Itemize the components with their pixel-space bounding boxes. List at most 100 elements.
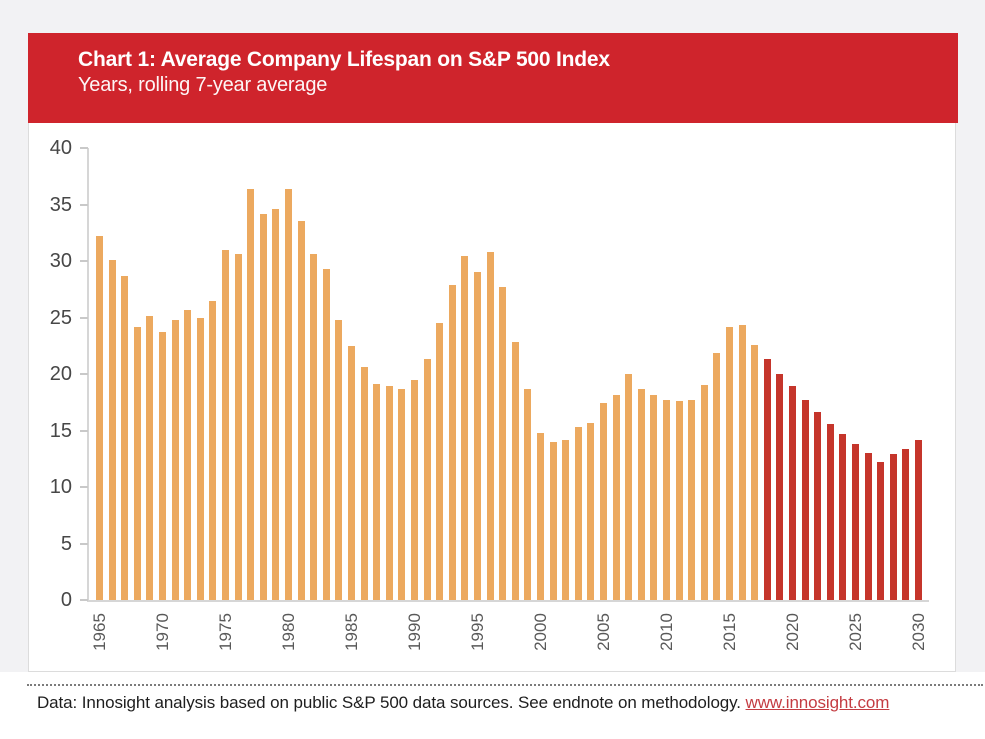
bar [700, 385, 708, 600]
bar [688, 399, 696, 600]
bar [574, 427, 582, 600]
y-axis-tick [80, 429, 88, 432]
bar [259, 213, 267, 600]
bar [184, 309, 192, 600]
bar [915, 439, 922, 600]
y-axis-line [87, 148, 89, 600]
x-axis-label: 1980 [278, 613, 298, 651]
bar [839, 433, 847, 600]
x-axis-label: 1990 [404, 613, 424, 651]
bar [461, 256, 469, 600]
bar [587, 422, 595, 600]
bar [486, 251, 494, 600]
bar [247, 188, 255, 600]
x-axis-label: 1975 [215, 613, 235, 651]
bar [889, 454, 897, 600]
dotted-separator [27, 684, 983, 686]
x-axis-label: 2020 [782, 613, 802, 651]
bar [511, 342, 519, 600]
bar [524, 388, 532, 600]
bar [801, 399, 809, 600]
y-axis-label: 30 [49, 250, 72, 272]
bar [549, 441, 557, 600]
bar [360, 367, 368, 600]
y-axis-tick [80, 542, 88, 545]
bar [852, 444, 859, 600]
y-axis-label: 15 [49, 419, 72, 442]
bar [348, 345, 355, 600]
bar [726, 326, 733, 600]
bar [322, 268, 330, 600]
bar [222, 249, 229, 600]
x-axis-label: 2030 [908, 613, 928, 651]
bar [133, 326, 141, 600]
y-axis-tick [80, 203, 88, 206]
x-axis-label: 1970 [152, 613, 172, 651]
bar [751, 344, 759, 600]
bar [877, 462, 885, 600]
y-axis-label: 20 [49, 363, 72, 385]
y-axis-tick [80, 260, 88, 262]
bar [171, 319, 179, 600]
bar [209, 300, 217, 600]
bar [675, 401, 683, 600]
y-axis-tick [80, 486, 88, 488]
bar [423, 359, 431, 600]
y-axis-label: 25 [49, 306, 72, 329]
bar [146, 316, 154, 600]
bar [826, 423, 834, 600]
bar [297, 221, 305, 600]
y-axis-label: 40 [49, 137, 72, 159]
bar [600, 403, 607, 600]
x-axis-label: 2025 [845, 613, 865, 651]
x-axis-label: 1965 [89, 613, 109, 651]
x-axis-label: 2000 [530, 613, 550, 651]
bar [234, 254, 242, 600]
bar [499, 286, 507, 600]
y-axis-label: 35 [49, 193, 72, 216]
bar [411, 379, 418, 600]
footer-link[interactable]: www.innosight.com [745, 693, 890, 712]
bar [474, 272, 481, 600]
bar [637, 388, 645, 600]
y-axis-label: 5 [60, 532, 72, 555]
bar [310, 254, 318, 600]
y-axis-tick [80, 373, 88, 375]
bar [121, 275, 129, 600]
chart-title: Chart 1: Average Company Lifespan on S&P… [78, 48, 610, 71]
footer-text: Data: Innosight analysis based on public… [37, 693, 982, 713]
bar [776, 374, 784, 600]
bar [436, 323, 444, 600]
chart-subtitle: Years, rolling 7-year average [78, 74, 328, 96]
bar [272, 209, 280, 600]
bar [385, 386, 393, 600]
y-axis-tick [80, 147, 88, 149]
x-axis-label: 2005 [593, 613, 613, 651]
footer-source-text: Data: Innosight analysis based on public… [37, 693, 746, 712]
x-axis-line [87, 600, 929, 602]
y-axis-tick [80, 316, 88, 319]
bar [612, 395, 620, 600]
bar [789, 386, 796, 600]
bar [763, 359, 771, 600]
bar [537, 432, 544, 600]
chart-card: Chart 1: Average Company Lifespan on S&P… [28, 33, 958, 672]
x-axis-label: 2010 [656, 613, 676, 651]
bar [373, 384, 381, 600]
x-axis-label: 2015 [719, 613, 739, 651]
chart-header-banner: Chart 1: Average Company Lifespan on S&P… [28, 33, 958, 123]
bar [902, 448, 910, 600]
bar [335, 319, 343, 600]
bar [96, 236, 103, 600]
bar [398, 388, 406, 600]
y-axis-tick [80, 599, 88, 601]
y-axis-label: 10 [49, 476, 72, 498]
bar [864, 453, 872, 600]
bar [713, 352, 721, 600]
x-axis-label: 1985 [341, 613, 361, 651]
x-axis-label: 1995 [467, 613, 487, 651]
bar [650, 395, 658, 600]
bar [159, 332, 166, 600]
bar [448, 284, 456, 600]
